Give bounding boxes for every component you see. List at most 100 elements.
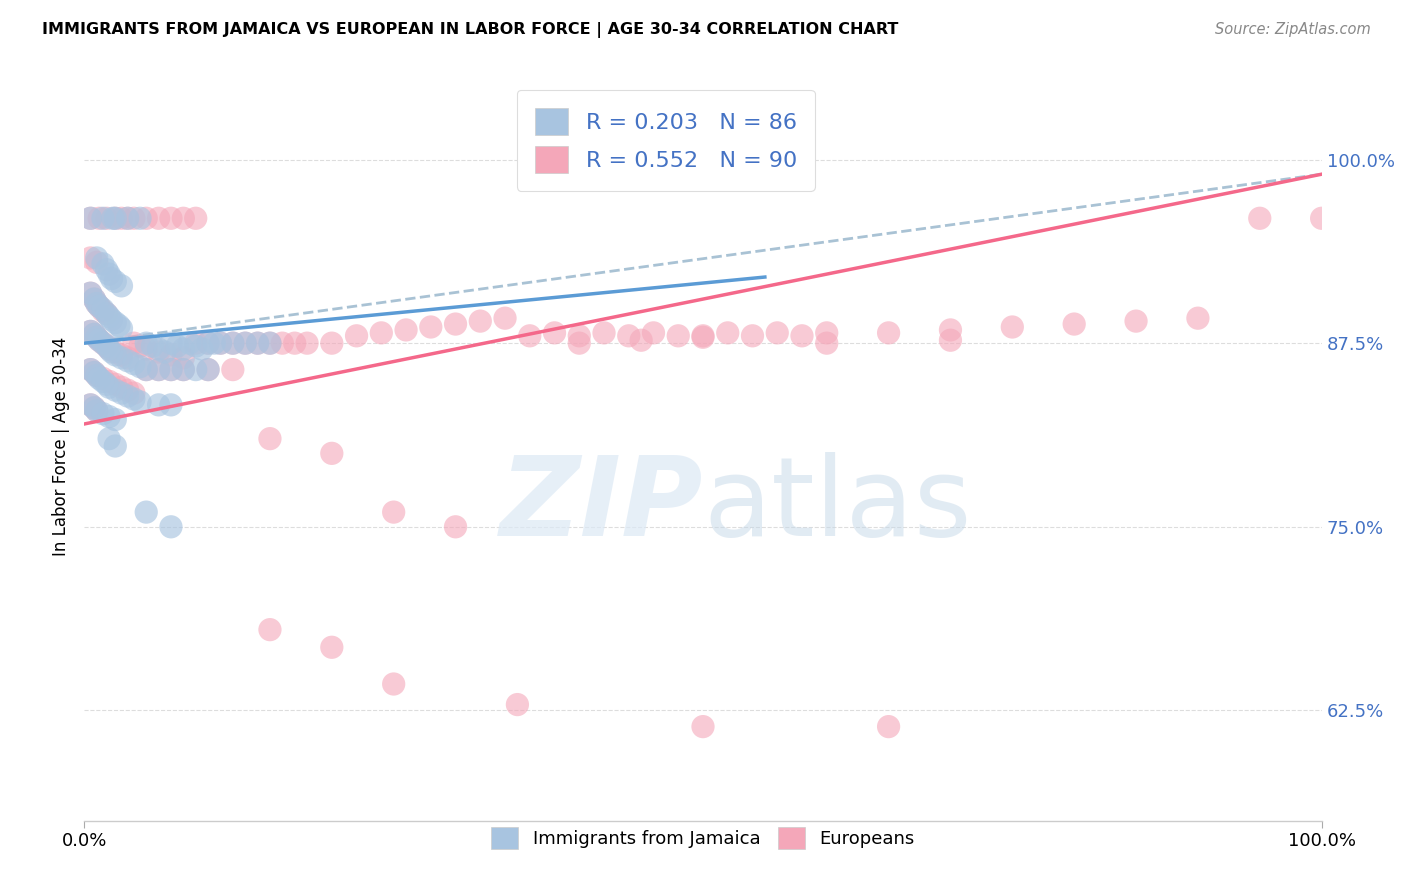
Point	[79, 251, 101, 265]
Point	[939, 323, 962, 337]
Point	[100, 345, 122, 359]
Point	[91, 375, 114, 389]
Point	[83, 327, 105, 342]
Point	[271, 336, 294, 351]
Point	[91, 302, 114, 317]
Point	[246, 336, 269, 351]
Point	[89, 371, 111, 385]
Point	[110, 380, 132, 394]
Text: ZIP: ZIP	[499, 452, 703, 559]
Point	[160, 362, 183, 376]
Point	[83, 401, 105, 415]
Point	[209, 336, 232, 351]
Point	[79, 398, 101, 412]
Point	[86, 403, 108, 417]
Point	[184, 362, 207, 376]
Point	[160, 336, 183, 351]
Point	[692, 330, 714, 344]
Point	[222, 336, 245, 351]
Point	[593, 326, 616, 340]
Point	[110, 211, 132, 226]
Point	[321, 336, 343, 351]
Point	[129, 359, 152, 374]
Point	[135, 362, 157, 376]
Point	[98, 342, 121, 356]
Point	[172, 362, 194, 376]
Point	[568, 328, 591, 343]
Point	[259, 623, 281, 637]
Point	[184, 211, 207, 226]
Point	[184, 336, 207, 351]
Point	[494, 311, 516, 326]
Point	[148, 362, 170, 376]
Point	[184, 339, 207, 353]
Point	[519, 328, 541, 343]
Point	[877, 720, 900, 734]
Point	[86, 330, 108, 344]
Point	[104, 412, 127, 426]
Point	[86, 403, 108, 417]
Point	[91, 303, 114, 318]
Point	[89, 333, 111, 347]
Point	[321, 640, 343, 655]
Point	[117, 211, 139, 226]
Point	[104, 211, 127, 226]
Point	[160, 398, 183, 412]
Text: atlas: atlas	[703, 452, 972, 559]
Point	[568, 336, 591, 351]
Point	[104, 348, 127, 362]
Point	[96, 339, 118, 353]
Point	[100, 312, 122, 326]
Point	[89, 300, 111, 314]
Point	[110, 351, 132, 365]
Point	[815, 326, 838, 340]
Point	[172, 342, 194, 356]
Point	[96, 211, 118, 226]
Point	[197, 362, 219, 376]
Point	[104, 316, 127, 330]
Point	[148, 342, 170, 356]
Point	[98, 375, 121, 389]
Point	[96, 339, 118, 353]
Point	[259, 432, 281, 446]
Point	[148, 362, 170, 376]
Point	[129, 395, 152, 409]
Point	[122, 386, 145, 401]
Point	[83, 401, 105, 415]
Point	[110, 348, 132, 362]
Point	[129, 339, 152, 353]
Point	[148, 211, 170, 226]
Y-axis label: In Labor Force | Age 30-34: In Labor Force | Age 30-34	[52, 336, 70, 556]
Point	[172, 362, 194, 376]
Point	[153, 345, 176, 359]
Point	[135, 362, 157, 376]
Point	[160, 520, 183, 534]
Point	[197, 336, 219, 351]
Point	[83, 292, 105, 306]
Point	[98, 310, 121, 324]
Point	[79, 211, 101, 226]
Point	[96, 377, 118, 392]
Point	[382, 677, 405, 691]
Point	[117, 389, 139, 403]
Point	[172, 211, 194, 226]
Point	[89, 333, 111, 347]
Point	[506, 698, 529, 712]
Point	[1249, 211, 1271, 226]
Point	[284, 336, 307, 351]
Point	[79, 211, 101, 226]
Point	[197, 336, 219, 351]
Point	[83, 292, 105, 306]
Point	[197, 362, 219, 376]
Point	[79, 398, 101, 412]
Point	[86, 296, 108, 310]
Point	[98, 432, 121, 446]
Point	[83, 327, 105, 342]
Point	[91, 407, 114, 421]
Point	[117, 351, 139, 365]
Point	[643, 326, 665, 340]
Point	[222, 336, 245, 351]
Point	[79, 286, 101, 301]
Point	[346, 328, 368, 343]
Point	[110, 386, 132, 401]
